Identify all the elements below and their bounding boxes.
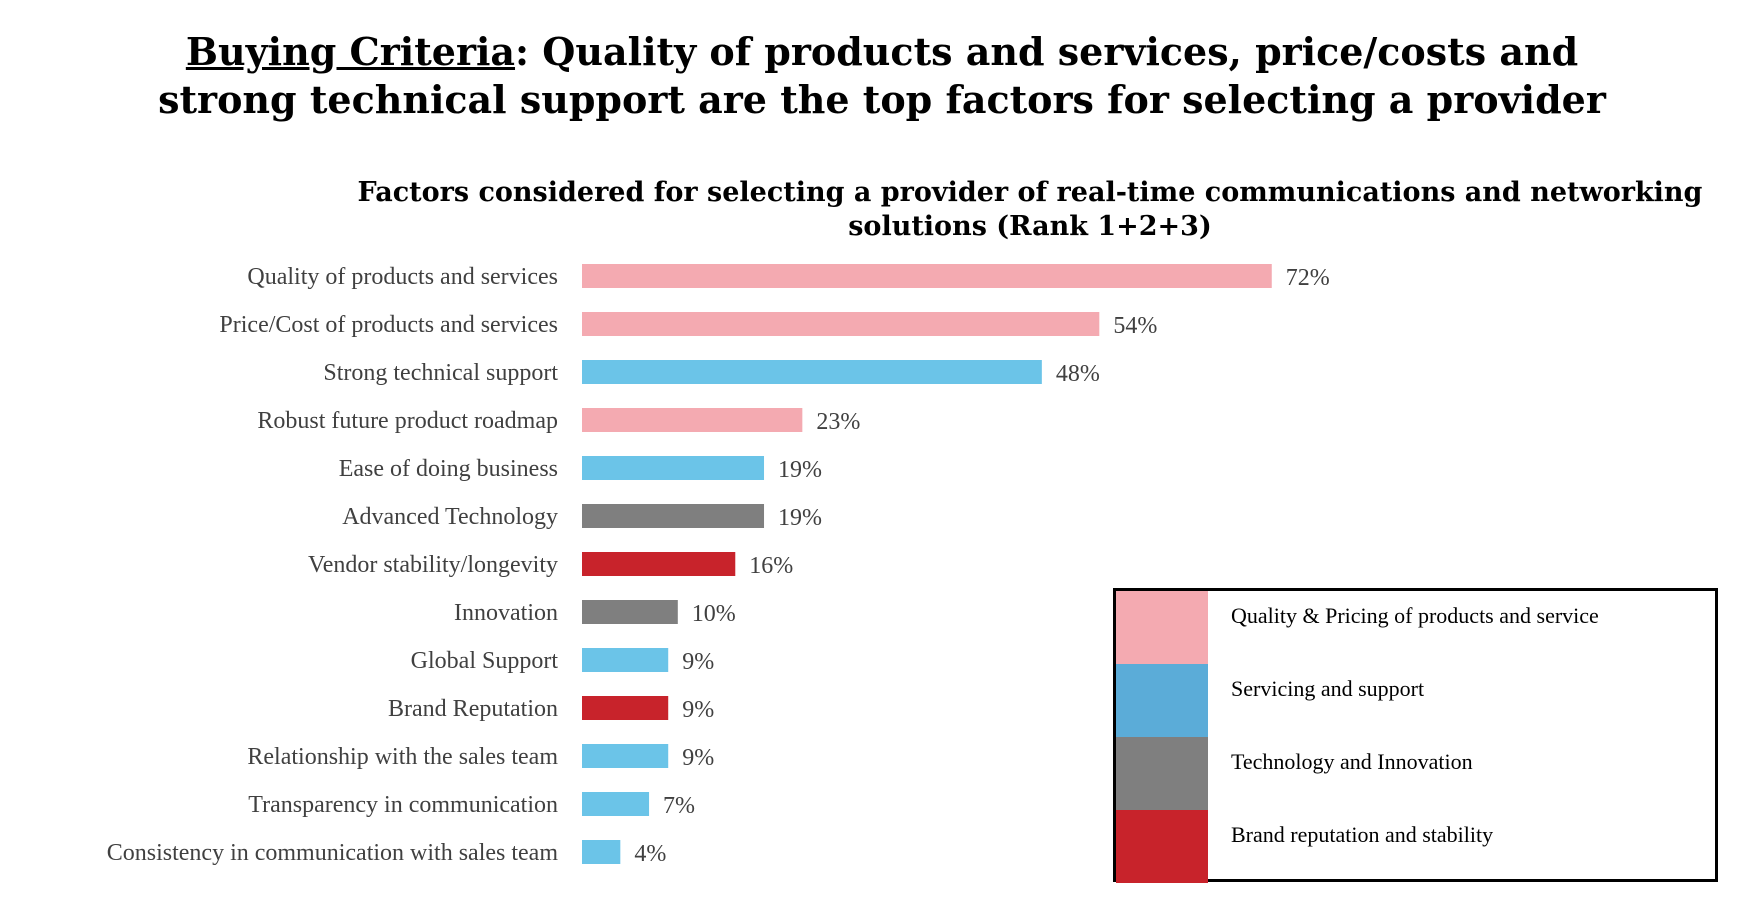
- value-label-vendor-stability-longevity: 16%: [749, 553, 793, 579]
- bar-robust-future-product-roadmap: [582, 408, 803, 432]
- bar-ease-of-doing-business: [582, 456, 765, 480]
- value-label-strong-technical-support: 48%: [1056, 361, 1100, 387]
- bar-price-cost-of-products-and-services: [582, 312, 1100, 336]
- bar-brand-reputation: [582, 696, 669, 720]
- legend-label-brand-stability: Brand reputation and stability: [1231, 822, 1494, 847]
- category-label-price-cost-of-products-and-services: Price/Cost of products and services: [219, 312, 558, 338]
- legend-swatch-quality-pricing: [1116, 591, 1208, 664]
- value-label-robust-future-product-roadmap: 23%: [816, 409, 860, 435]
- category-label-global-support: Global Support: [411, 648, 559, 674]
- legend-label-quality-pricing: Quality & Pricing of products and servic…: [1231, 603, 1599, 628]
- value-label-quality-of-products-and-services: 72%: [1286, 265, 1330, 291]
- legend-label-technology-innovation: Technology and Innovation: [1231, 749, 1473, 774]
- legend-swatch-technology-innovation: [1116, 737, 1208, 810]
- legend-item-quality-pricing: Quality & Pricing of products and servic…: [1116, 591, 1715, 664]
- value-label-price-cost-of-products-and-services: 54%: [1113, 313, 1157, 339]
- bar-advanced-technology: [582, 504, 765, 528]
- bar-transparency-in-communication: [582, 792, 650, 816]
- legend-item-brand-stability: Brand reputation and stability: [1116, 810, 1715, 883]
- category-label-ease-of-doing-business: Ease of doing business: [339, 456, 558, 482]
- headline-line-1: Buying Criteria: Quality of products and…: [0, 28, 1764, 76]
- chart-title-line-2: solutions (Rank 1+2+3): [848, 211, 1212, 242]
- legend-item-servicing-support: Servicing and support: [1116, 664, 1715, 737]
- category-label-robust-future-product-roadmap: Robust future product roadmap: [257, 408, 558, 434]
- bar-innovation: [582, 600, 678, 624]
- legend-swatch-servicing-support: [1116, 664, 1208, 737]
- bar-consistency-in-communication-with-sales-team: [582, 840, 621, 864]
- bar-quality-of-products-and-services: [582, 264, 1272, 288]
- category-label-relationship-with-the-sales-team: Relationship with the sales team: [247, 744, 558, 770]
- value-label-global-support: 9%: [682, 649, 714, 675]
- category-label-vendor-stability-longevity: Vendor stability/longevity: [308, 552, 558, 578]
- bar-relationship-with-the-sales-team: [582, 744, 669, 768]
- legend-item-technology-innovation: Technology and Innovation: [1116, 737, 1715, 810]
- chart-legend: Quality & Pricing of products and servic…: [1113, 588, 1718, 883]
- headline-rest: : Quality of products and services, pric…: [515, 29, 1579, 74]
- headline-line-2: strong technical support are the top fac…: [158, 77, 1606, 122]
- legend-swatch-brand-stability: [1116, 810, 1208, 883]
- value-label-ease-of-doing-business: 19%: [778, 457, 822, 483]
- category-label-innovation: Innovation: [454, 600, 558, 626]
- legend-label-servicing-support: Servicing and support: [1231, 676, 1425, 701]
- bar-strong-technical-support: [582, 360, 1042, 384]
- category-label-advanced-technology: Advanced Technology: [342, 504, 558, 530]
- category-label-strong-technical-support: Strong technical support: [323, 360, 558, 386]
- chart-title: Factors considered for selecting a provi…: [340, 176, 1720, 244]
- value-label-advanced-technology: 19%: [778, 505, 822, 531]
- chart-title-line-1: Factors considered for selecting a provi…: [357, 177, 1703, 208]
- category-label-transparency-in-communication: Transparency in communication: [248, 792, 558, 818]
- category-label-quality-of-products-and-services: Quality of products and services: [247, 264, 558, 290]
- category-label-brand-reputation: Brand Reputation: [388, 696, 558, 722]
- page-headline: Buying Criteria: Quality of products and…: [0, 28, 1764, 124]
- value-label-innovation: 10%: [692, 601, 736, 627]
- headline-lead: Buying Criteria: [185, 29, 516, 74]
- bar-global-support: [582, 648, 669, 672]
- value-label-consistency-in-communication-with-sales-team: 4%: [634, 841, 666, 867]
- bar-vendor-stability-longevity: [582, 552, 736, 576]
- value-label-transparency-in-communication: 7%: [663, 793, 695, 819]
- category-label-consistency-in-communication-with-sales-team: Consistency in communication with sales …: [107, 840, 559, 866]
- value-label-brand-reputation: 9%: [682, 697, 714, 723]
- value-label-relationship-with-the-sales-team: 9%: [682, 745, 714, 771]
